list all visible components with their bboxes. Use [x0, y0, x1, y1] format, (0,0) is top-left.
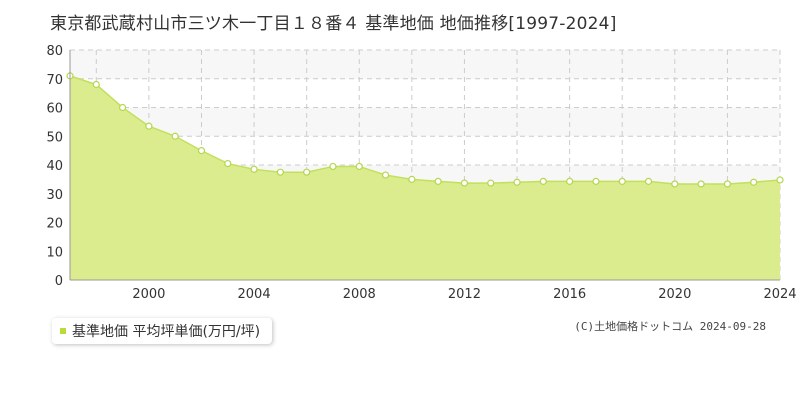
x-tick-label: 2004 — [238, 287, 271, 300]
data-point — [250, 165, 258, 173]
y-tick-label: 40 — [46, 159, 63, 174]
y-tick-label: 70 — [46, 73, 63, 88]
data-point — [434, 177, 442, 185]
data-point — [197, 147, 206, 155]
x-tick-label: 2008 — [343, 287, 376, 300]
area-layer — [69, 75, 781, 280]
data-point — [460, 179, 469, 187]
data-point — [381, 171, 390, 179]
y-tick-labels: 0 10 20 30 40 50 60 70 80 — [46, 44, 63, 289]
legend-label: 基準地価 平均坪単価(万円/坪) — [72, 324, 261, 340]
data-point — [355, 162, 363, 171]
data-point — [592, 177, 600, 185]
data-point — [303, 168, 311, 176]
data-point — [671, 180, 679, 188]
data-point — [539, 177, 547, 185]
y-tick-label: 10 — [46, 245, 63, 260]
data-point — [750, 178, 758, 186]
data-point — [618, 177, 626, 185]
x-tick-labels: 2000 2004 2008 2012 2016 2020 2024 — [132, 287, 796, 300]
data-point — [118, 103, 127, 112]
data-point — [697, 180, 705, 188]
data-point — [224, 159, 232, 168]
y-tick-label: 0 — [55, 274, 63, 289]
y-tick-label: 80 — [46, 44, 63, 59]
series-area — [70, 75, 780, 280]
background-band — [70, 50, 780, 79]
data-points — [66, 72, 784, 188]
background-band — [70, 107, 780, 137]
data-point — [145, 122, 153, 130]
data-point — [776, 176, 784, 184]
data-point — [723, 180, 732, 188]
legend: 基準地価 平均坪単価(万円/坪) — [52, 318, 273, 344]
data-point — [566, 177, 574, 185]
data-point — [487, 179, 495, 187]
data-point — [644, 177, 653, 185]
axes — [69, 50, 780, 281]
data-point — [513, 178, 521, 186]
x-tick-label: 2012 — [448, 287, 481, 300]
x-tick-label: 2020 — [658, 287, 691, 300]
x-tick-label: 2000 — [132, 287, 165, 300]
x-tick-label: 2016 — [553, 287, 586, 300]
data-point — [276, 168, 284, 176]
data-point — [329, 162, 337, 171]
copyright-text: (C)土地価格ドットコム 2024-09-28 — [574, 320, 766, 333]
y-tick-label: 60 — [46, 102, 63, 117]
data-point — [408, 175, 416, 183]
legend-marker-icon — [60, 328, 66, 334]
x-tick-label: 2024 — [763, 287, 796, 300]
y-tick-label: 20 — [46, 217, 63, 232]
data-point — [92, 80, 100, 89]
chart-title: 東京都武蔵村山市三ツ木一丁目１８番４ 基準地価 地価推移[1997-2024] — [50, 14, 617, 34]
series-line — [69, 75, 781, 185]
data-point — [171, 132, 179, 140]
y-tick-label: 50 — [46, 130, 63, 145]
y-tick-label: 30 — [46, 188, 63, 203]
